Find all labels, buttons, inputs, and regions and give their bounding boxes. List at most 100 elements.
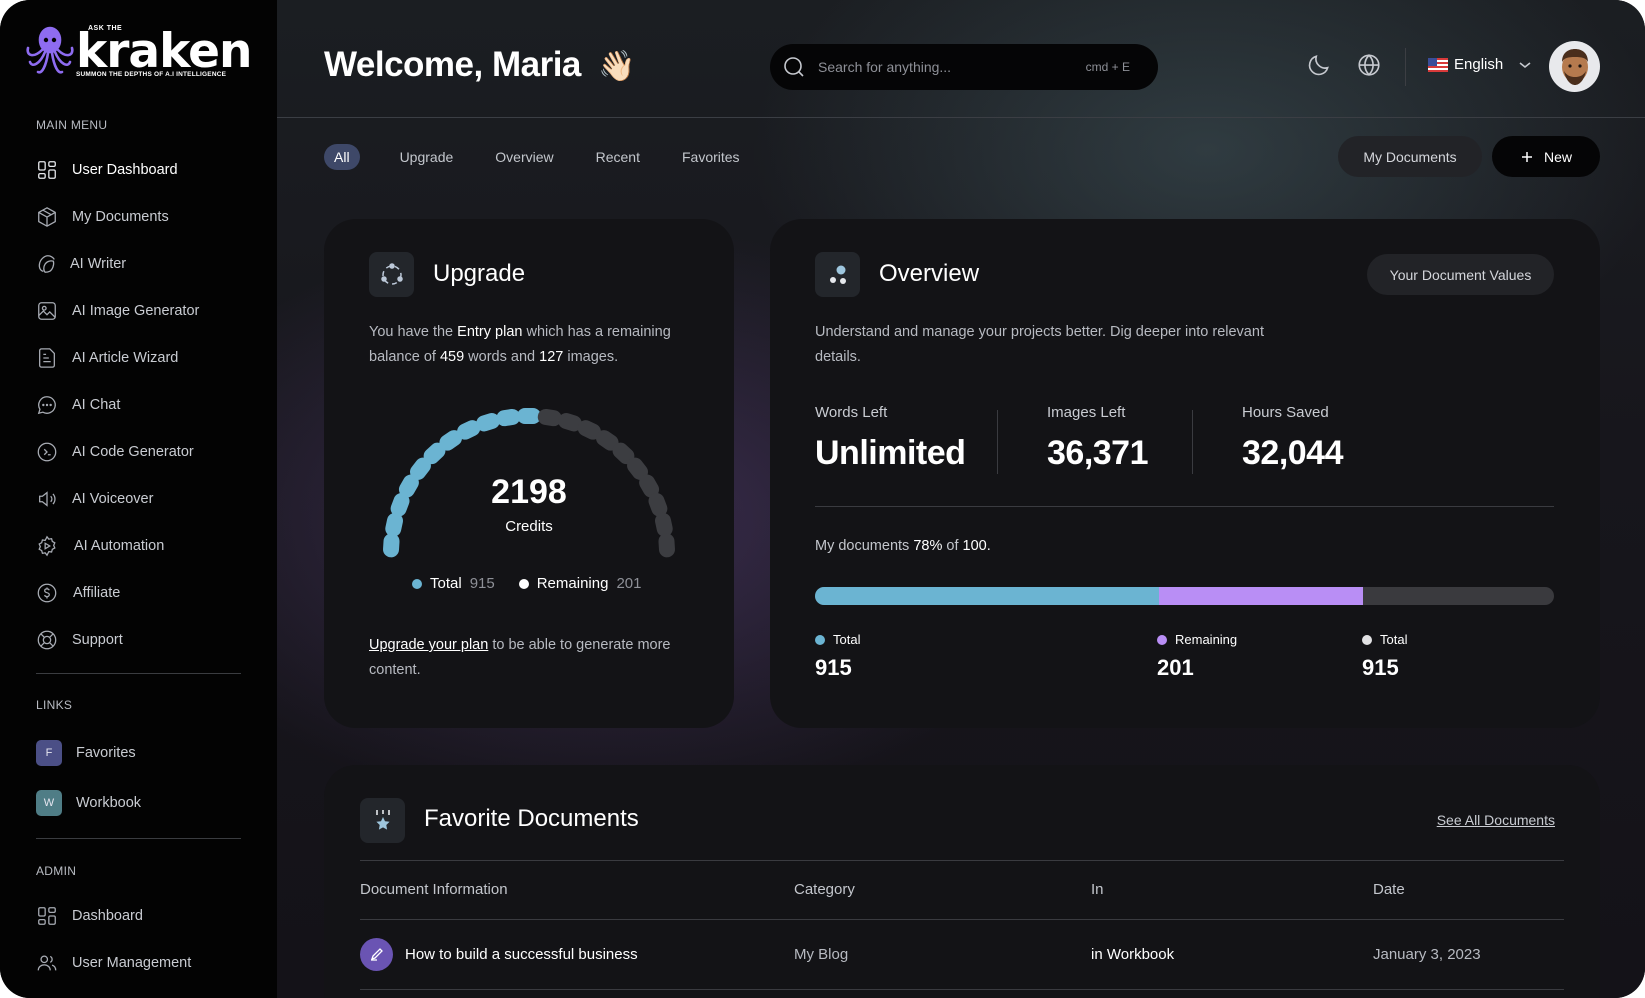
user-avatar-icon [1561,48,1588,85]
globe-icon [1358,54,1380,76]
sidebar-item-label: Affiliate [73,585,121,601]
sidebar-item-affiliate[interactable]: Affiliate [36,582,120,604]
column-header: Category [794,881,855,899]
sidebar-item-user-management[interactable]: User Management [36,952,191,974]
sidebar-item-ai-chat[interactable]: AI Chat [36,394,120,416]
gauge-segment [639,474,660,498]
document-name[interactable]: How to build a successful business [405,945,638,963]
sidebar-item-label: AI Image Generator [72,303,200,319]
logo-tagline: SUMMON THE DEPTHS OF A.I INTELLIGENCE [76,71,227,78]
legend-item-total-2: Total 915 [1362,632,1407,681]
see-all-documents-link[interactable]: See All Documents [1436,812,1555,828]
sidebar-item-ai-code-generator[interactable]: AI Code Generator [36,441,194,463]
overview-icon [829,265,846,284]
sidebar-item-label: User Management [72,955,192,971]
in-cell: in Workbook [1091,945,1175,963]
wave-emoji: 👋🏻 [598,50,635,83]
sidebar-link-workbook[interactable]: W Workbook [36,790,141,816]
date-cell: January 3, 2023 [1373,945,1481,963]
sidebar-item-ai-article-wizard[interactable]: AI Article Wizard [36,347,178,369]
images-balance: 127 [539,349,564,365]
moon-icon [1308,55,1329,76]
sidebar-item-my-documents[interactable]: My Documents [36,206,169,228]
search-input[interactable]: Search for anything... [818,59,952,75]
sidebar-item-support[interactable]: Support [36,629,123,651]
gauge-segment [385,512,403,537]
credits-value: 2198 [491,473,567,511]
column-header: Date [1373,881,1405,899]
legend-dot-remaining [518,578,529,589]
upgrade-icon [380,262,403,285]
tab-favorites[interactable]: Favorites [681,149,740,165]
upgrade-card: Upgrade You have the Entry plan which ha… [324,219,734,728]
table-row[interactable]: How to build a successful business My Bl… [360,919,1564,989]
table-divider [360,860,1564,861]
tab-all[interactable]: All [324,144,360,170]
plus-icon [1521,151,1532,162]
gauge-segment [658,533,675,558]
progress-segment-total [815,587,1159,605]
chat-icon [37,396,56,415]
upgrade-plan-link[interactable]: Upgrade your plan [369,637,489,653]
gauge-segment [410,457,431,480]
main-content: Welcome, Maria 👋🏻 Search for anything...… [277,0,1645,998]
legend-remaining-value: 201 [616,575,642,592]
search-bar[interactable]: Search for anything... cmd + E [770,44,1158,90]
favorite-documents-card: Favorite Documents See All Documents Doc… [324,765,1600,998]
logo-wordmark: kraken [76,24,252,79]
gauge-segment [398,474,419,498]
gauge-legend: Total 915 Remaining 201 [412,575,641,592]
kraken-logo[interactable]: ASK THE kraken SUMMON THE DEPTHS OF A.I … [24,22,252,82]
language-select[interactable]: English [1428,56,1533,73]
sidebar-link-label: Workbook [76,795,142,811]
article-icon [39,348,55,368]
admin-heading: ADMIN [36,864,77,878]
sidebar-link-favorites[interactable]: F Favorites [36,740,136,766]
documents-progress-bar [815,587,1554,605]
gauge-segment [476,413,500,432]
upgrade-text: You have the [369,324,458,340]
sidebar-item-label: My Documents [72,209,169,225]
legend-dot [815,634,825,645]
sidebar-item-ai-voiceover[interactable]: AI Voiceover [36,488,153,510]
my-documents-button[interactable]: My Documents [1338,136,1482,177]
overview-card: Overview Your Document Values Understand… [770,219,1600,728]
sidebar-item-ai-automation[interactable]: AI Automation [36,535,164,557]
legend-dot-total [412,578,422,589]
page-title: Welcome, Maria 👋🏻 [324,45,635,85]
favorites-letter-badge: F [36,740,62,766]
favorites-table: Document Information Category In Date [360,861,1564,990]
tab-upgrade[interactable]: Upgrade [399,149,454,165]
sidebar-item-ai-image-generator[interactable]: AI Image Generator [36,300,199,322]
legend-value: 915 [1362,655,1399,680]
credits-gauge [383,408,675,558]
document-values-button[interactable]: Your Document Values [1367,254,1554,295]
sidebar-divider [36,673,241,674]
legend-label: Total [833,632,861,647]
image-icon [38,302,56,320]
upgrade-text: images. [563,349,619,365]
sidebar-divider [36,838,241,839]
links-heading: LINKS [36,698,73,712]
header-divider-line [277,117,1645,118]
dark-mode-toggle[interactable] [1306,52,1334,80]
code-icon [37,442,57,462]
sidebar-item-user-dashboard[interactable]: User Dashboard [36,159,178,181]
credits-label: Credits [505,518,553,535]
legend-dot [1362,634,1372,645]
upgrade-title: Upgrade [433,260,526,287]
progress-segment-remaining [1158,587,1364,605]
overview-description: Understand and manage your projects bett… [815,324,1264,365]
new-button[interactable]: New [1492,136,1600,177]
tab-recent[interactable]: Recent [595,149,640,165]
tab-overview[interactable]: Overview [495,149,554,165]
globe-button[interactable] [1356,52,1384,80]
gauge-segment [423,442,446,465]
document-cell: How to build a successful business [360,919,794,989]
sidebar-item-ai-writer[interactable]: AI Writer [36,253,126,275]
sidebar-item-admin-dashboard[interactable]: Dashboard [36,905,143,927]
plan-name: Entry plan [457,324,523,340]
avatar[interactable] [1549,41,1600,92]
gauge-segment [517,408,541,424]
gauge-segment [648,493,668,517]
